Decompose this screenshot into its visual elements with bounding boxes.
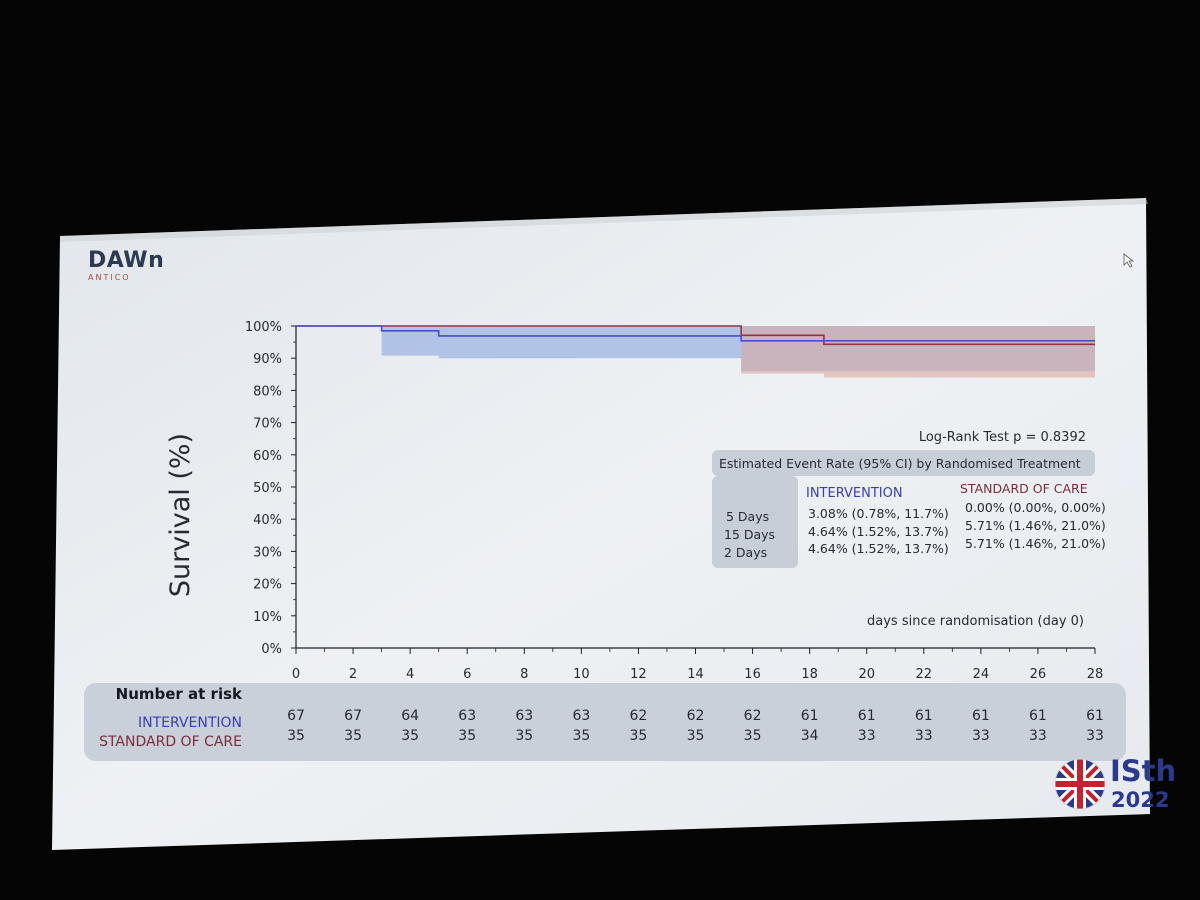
y-tick-label: 50% [253, 481, 282, 496]
dawn-antico-logo: DAWn ANTICO [88, 248, 164, 282]
y-tick-label: 100% [245, 320, 282, 335]
risk-value: 63 [458, 708, 476, 724]
isth-logo-text: ISth [1110, 754, 1176, 788]
x-tick-label: 8 [520, 667, 528, 682]
uk-flag-icon [1054, 758, 1106, 810]
risk-value: 63 [515, 708, 533, 724]
survival-curves [296, 325, 1095, 346]
risk-value: 67 [287, 708, 305, 724]
event-table-box [712, 450, 1095, 476]
logo-sub: ANTICO [88, 273, 131, 282]
risk-value: 62 [744, 708, 762, 724]
risk-value: 33 [1086, 728, 1104, 744]
isth-year: 2022 [1111, 788, 1169, 812]
risk-value: 34 [801, 728, 819, 744]
risk-values: 67 67 64 63 63 63 62 62 62 61 61 61 61 61 61 35 35 35 35 35… [287, 708, 1104, 744]
x-tick-label: 22 [916, 667, 933, 682]
event-table-col-standard: STANDARD OF CARE [960, 481, 1088, 496]
y-tick-label: 40% [253, 513, 282, 528]
y-axis-label: Survival (%) [165, 433, 196, 597]
risk-value: 35 [744, 728, 762, 744]
risk-row-name-intervention: INTERVENTION [138, 715, 242, 731]
x-tick-label: 18 [801, 667, 818, 682]
risk-row-name-standard: STANDARD OF CARE [99, 734, 242, 750]
x-tick-label: 16 [744, 667, 761, 682]
risk-value: 61 [972, 708, 990, 724]
event-table-rowlabel-box [712, 476, 798, 568]
risk-value: 61 [915, 708, 933, 724]
event-row-intervention: 3.08% (0.78%, 11.7%) [808, 506, 949, 521]
risk-value: 61 [1086, 708, 1104, 724]
event-row-intervention: 4.64% (1.52%, 13.7%) [808, 541, 949, 556]
x-tick-label: 12 [630, 667, 647, 682]
risk-value: 35 [687, 728, 705, 744]
y-tick-label: 30% [253, 545, 282, 560]
risk-value: 35 [458, 728, 476, 744]
logo-main: DAWn [88, 248, 165, 273]
y-tick-label: 10% [253, 610, 282, 625]
risk-value: 35 [401, 728, 419, 744]
event-row-label: 15 Days [724, 527, 775, 542]
log-rank-annotation: Log-Rank Test p = 0.8392 [919, 430, 1086, 445]
survival-line [296, 325, 1095, 346]
risk-value: 35 [344, 728, 362, 744]
risk-table-title: Number at risk [116, 685, 243, 703]
risk-value: 62 [687, 708, 705, 724]
risk-value: 35 [572, 728, 590, 744]
risk-value: 33 [858, 728, 876, 744]
y-tick-label: 80% [253, 384, 282, 399]
risk-value: 61 [1029, 708, 1047, 724]
risk-value: 33 [915, 728, 933, 744]
event-row-standard: 5.71% (1.46%, 21.0%) [965, 518, 1106, 533]
ci-band [741, 326, 1095, 378]
x-tick-label: 20 [858, 667, 875, 682]
risk-value: 67 [344, 708, 362, 724]
x-axis-label: days since randomisation (day 0) [867, 614, 1084, 629]
x-tick-label: 2 [349, 667, 357, 682]
x-tick-label: 24 [973, 667, 990, 682]
y-tick-label: 70% [253, 417, 282, 432]
y-tick-label: 0% [261, 642, 282, 657]
event-row-label: 5 Days [726, 509, 769, 524]
y-tick-label: 90% [253, 352, 282, 367]
x-tick-label: 26 [1030, 667, 1047, 682]
event-table-col-intervention: INTERVENTION [806, 486, 903, 501]
y-tick-label: 60% [253, 449, 282, 464]
x-tick-label: 6 [463, 667, 471, 682]
x-tick-label: 0 [292, 667, 300, 682]
risk-value: 35 [630, 728, 648, 744]
event-table-title: Estimated Event Rate (95% CI) by Randomi… [719, 456, 1081, 471]
x-tick-label: 10 [573, 667, 590, 682]
x-tick-label: 14 [687, 667, 704, 682]
risk-value: 61 [858, 708, 876, 724]
risk-value: 33 [972, 728, 990, 744]
axes: 0%10%20%30%40%50%60%70%80%90%100%0 2 4 6 8 10… [245, 320, 1103, 682]
risk-value: 35 [515, 728, 533, 744]
event-row-standard: 0.00% (0.00%, 0.00%) [965, 500, 1106, 515]
y-tick-label: 20% [253, 578, 282, 593]
risk-value: 35 [287, 728, 305, 744]
risk-value: 64 [401, 708, 419, 724]
risk-table-box [84, 683, 1126, 761]
survival-line [296, 325, 1095, 342]
risk-value: 33 [1029, 728, 1047, 744]
event-row-label: 2 Days [724, 545, 767, 560]
x-tick-label: 28 [1087, 667, 1104, 682]
mouse-cursor-icon [1123, 253, 1135, 268]
risk-value: 62 [630, 708, 648, 724]
x-tick-label: 4 [406, 667, 414, 682]
risk-value: 63 [572, 708, 590, 724]
event-row-intervention: 4.64% (1.52%, 13.7%) [808, 524, 949, 539]
risk-value: 61 [801, 708, 819, 724]
confidence-bands [381, 326, 1095, 378]
event-row-standard: 5.71% (1.46%, 21.0%) [965, 536, 1106, 551]
